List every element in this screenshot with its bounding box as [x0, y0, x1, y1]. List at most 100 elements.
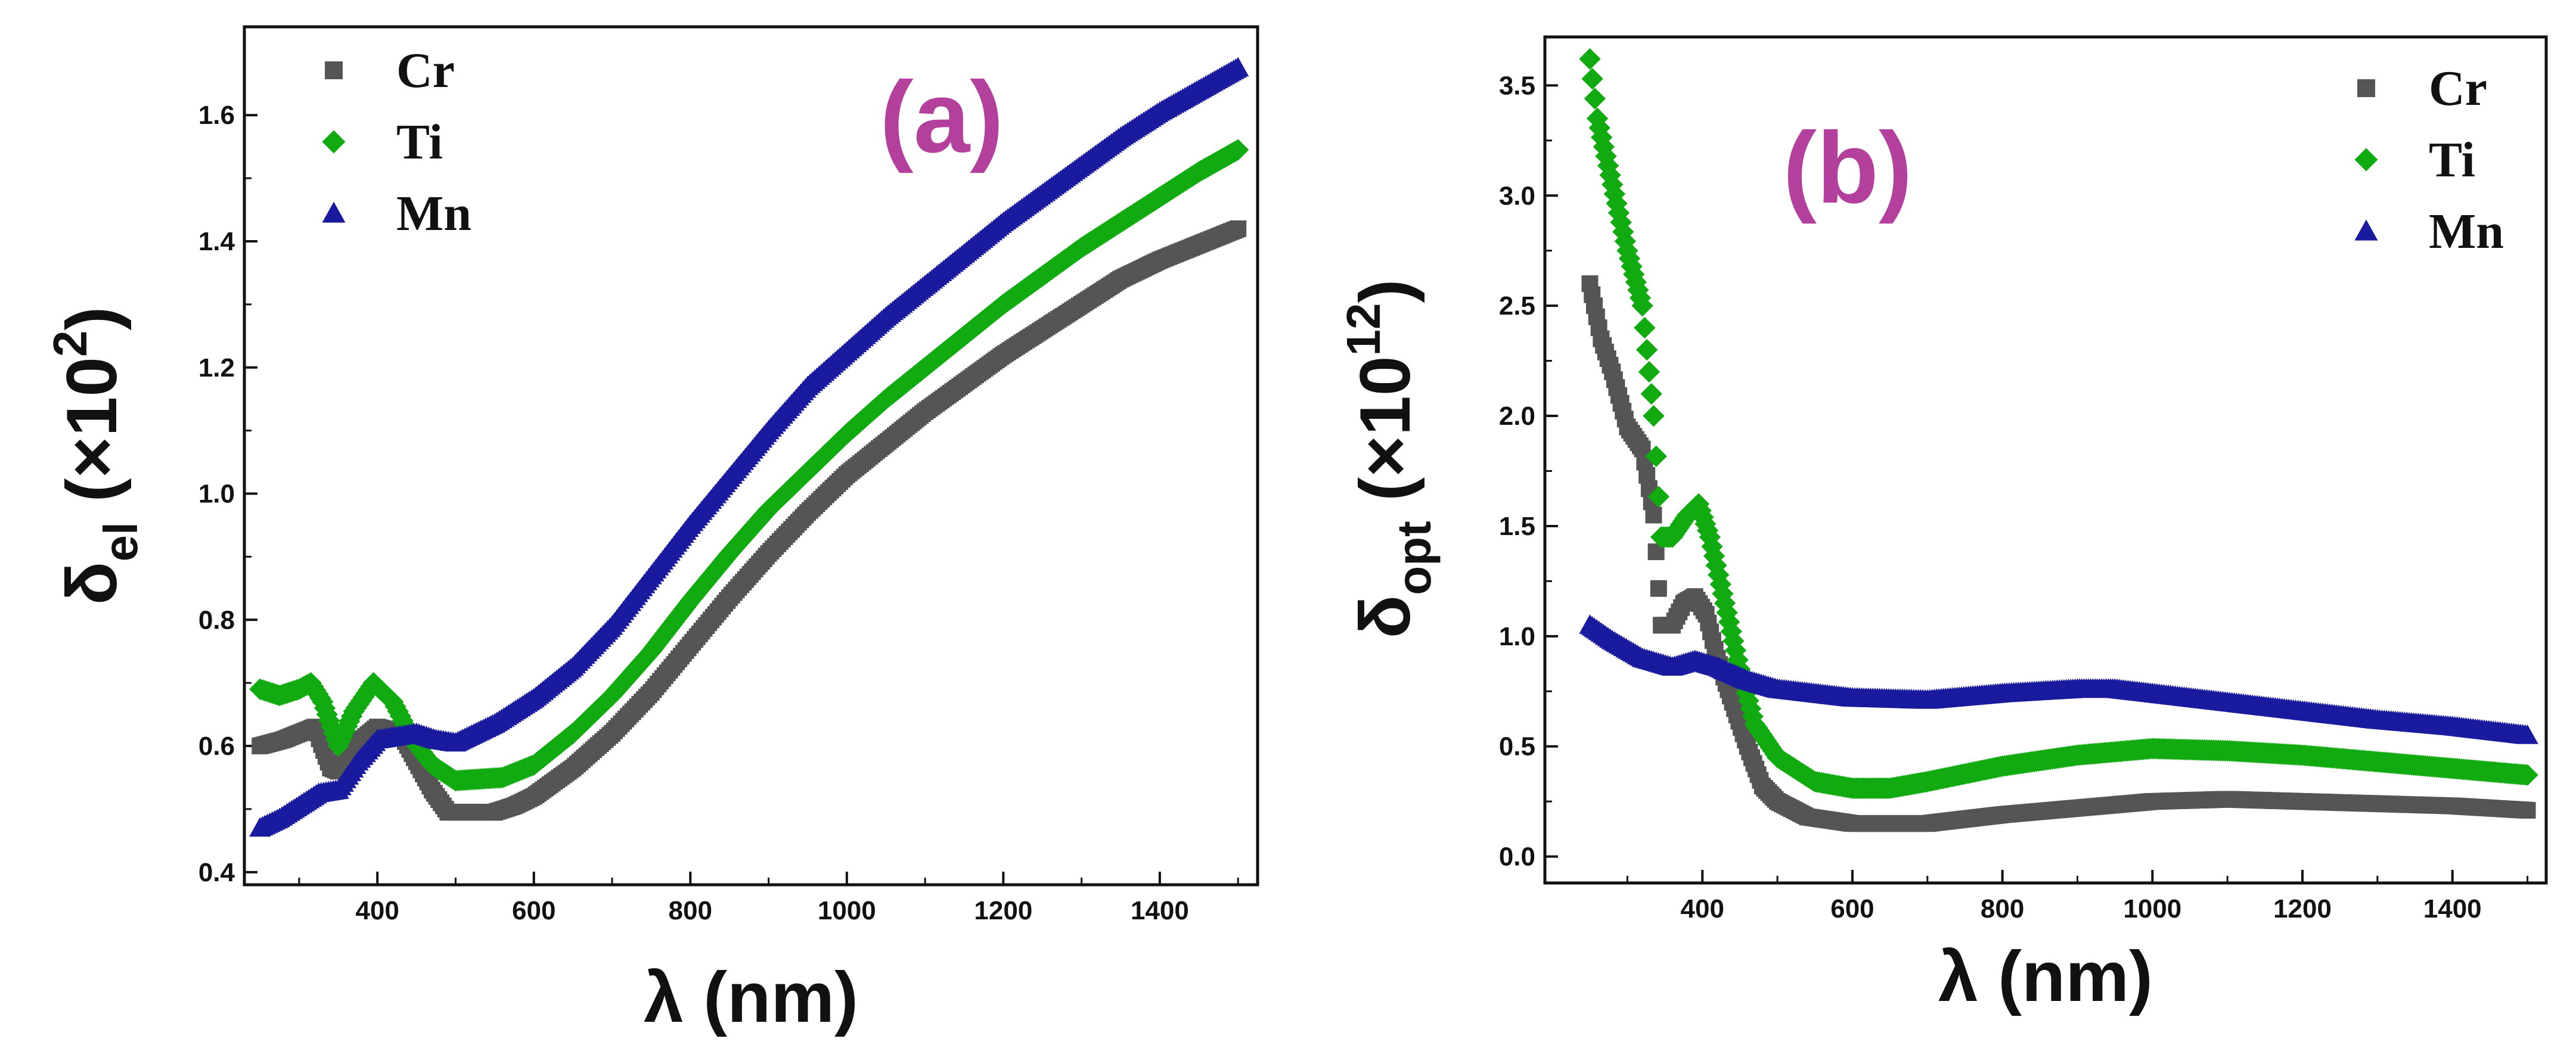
panel-b: 400 600 800 1000 1200 1400 0.0 0.5 1.0 1.5 2.0 2.5 3… [1337, 35, 2548, 1016]
panel-a: 400 600 800 1000 1200 1400 0.4 0.6 0.8 1.0 1.2 1.4 1… [44, 25, 1259, 1037]
data-point-ti [1631, 294, 1653, 317]
data-point-ti [1643, 405, 1665, 427]
y-tick-label-a: 0.4 [198, 858, 235, 887]
y-tick-label-b: 0.5 [1499, 732, 1535, 761]
legend-marker-cr [2357, 79, 2375, 97]
series-mn-a [249, 57, 1249, 837]
y-tick-label-a: 0.6 [198, 732, 235, 761]
plot-frame-b [1543, 35, 2548, 885]
x-tick-label-a: 1000 [818, 896, 876, 925]
legend-marker-ti [322, 130, 346, 154]
data-point-ti [1579, 48, 1601, 70]
data-point-cr [1638, 467, 1656, 484]
legend-label-ti: Ti [2429, 132, 2475, 188]
y-tick-label-a: 1.2 [198, 353, 235, 383]
y-axis-title-main-a: δ [52, 562, 132, 605]
legend-a: Cr Ti Mn [322, 43, 471, 241]
x-tick-label-b: 800 [1981, 894, 2024, 923]
y-tick-label-b: 2.0 [1499, 402, 1535, 431]
ticks-b: 400 600 800 1000 1200 1400 0.0 0.5 1.0 1.5 2.0 2.5 3… [1499, 71, 2529, 923]
panel-label-b: (b) [1783, 111, 1912, 225]
panel-label-a: (a) [880, 61, 1004, 174]
y-axis-title-close-a: ) [52, 307, 132, 331]
y-axis-title-main-b: δ [1345, 595, 1425, 639]
legend-label-cr: Cr [396, 43, 455, 98]
data-point-ti [1607, 202, 1630, 224]
legend-marker-mn [2354, 219, 2378, 241]
y-tick-label-a: 1.0 [198, 480, 235, 509]
data-point-ti [1724, 639, 1747, 661]
data-point-ti [1635, 338, 1658, 361]
y-axis-title-a: δel (×102) [44, 307, 147, 605]
data-point-ti [1227, 139, 1249, 161]
y-tick-label-b: 3.0 [1499, 181, 1535, 210]
x-tick-label-a: 1200 [974, 896, 1032, 925]
legend-marker-cr [325, 61, 343, 79]
legend-label-mn: Mn [396, 186, 471, 241]
y-tick-label-a: 1.4 [198, 227, 235, 256]
data-point-ti [1584, 88, 1606, 110]
y-axis-title-open-a: ( [52, 478, 132, 522]
y-axis-title-sub-b: opt [1388, 521, 1441, 595]
x-tick-label-a: 600 [512, 896, 555, 925]
y-tick-label-a: 0.8 [198, 605, 235, 635]
data-point-cr [1650, 580, 1667, 597]
data-point-ti [1699, 526, 1721, 548]
ticks-a: 400 600 800 1000 1200 1400 0.4 0.6 0.8 1.0 1.2 1.4 1… [198, 101, 1239, 925]
legend-b: Cr Ti Mn [2354, 61, 2504, 259]
x-tick-label-b: 600 [1830, 894, 1874, 923]
y-axis-title-x-b: ×10 [1345, 356, 1425, 477]
y-axis-title-sup-b: 12 [1337, 303, 1390, 356]
data-point-cr [1230, 220, 1247, 237]
y-tick-label-b: 0.0 [1499, 842, 1535, 872]
y-axis-title-sub-a: el [94, 522, 147, 562]
data-point-mn [1227, 57, 1249, 77]
data-point-cr [1634, 440, 1651, 458]
data-point-ti [1603, 183, 1626, 205]
data-point-ti [2516, 764, 2538, 786]
y-axis-title-x-a: ×10 [52, 357, 132, 478]
legend-marker-mn [322, 201, 346, 223]
data-point-ti [1581, 68, 1603, 90]
x-tick-label-b: 1000 [2123, 894, 2181, 923]
x-tick-label-a: 800 [669, 896, 712, 925]
x-tick-label-b: 1200 [2273, 894, 2332, 923]
y-axis-title-sup-a: 2 [44, 331, 97, 357]
x-tick-label-b: 1400 [2423, 894, 2482, 923]
marks-b [1579, 48, 2538, 832]
x-tick-label-b: 400 [1681, 894, 1724, 923]
y-axis-title-close-b: ) [1345, 279, 1425, 303]
y-tick-label-b: 2.5 [1499, 291, 1535, 321]
y-tick-label-a: 1.6 [198, 101, 235, 130]
legend-label-cr: Cr [2429, 61, 2487, 116]
series-ti-b [1579, 48, 2538, 800]
data-point-ti [1638, 360, 1661, 383]
x-axis-title-a: λ (nm) [644, 957, 858, 1037]
data-point-cr [2519, 801, 2536, 819]
series-mn-b [1579, 614, 2538, 744]
data-point-mn [2516, 724, 2538, 744]
x-tick-label-a: 400 [355, 896, 399, 925]
data-point-cr [1645, 506, 1662, 524]
series-ti-a [249, 139, 1249, 792]
data-point-ti [1703, 545, 1725, 567]
legend-label-mn: Mn [2429, 204, 2504, 259]
y-tick-label-b: 1.5 [1499, 512, 1535, 541]
y-axis-title-open-b: ( [1345, 477, 1425, 521]
y-tick-label-b: 3.5 [1499, 71, 1535, 100]
data-point-ti [1593, 136, 1615, 158]
y-tick-label-b: 1.0 [1499, 622, 1535, 651]
marks-a [249, 57, 1249, 837]
legend-marker-ti [2354, 148, 2378, 172]
data-point-cr [1647, 543, 1665, 561]
data-point-ti [1645, 445, 1667, 468]
data-point-ti [1640, 383, 1662, 405]
data-point-ti [1714, 592, 1736, 614]
y-axis-title-b: δopt (×1012) [1337, 279, 1441, 639]
plot-frame-a [243, 25, 1259, 887]
data-point-ti [1586, 107, 1609, 130]
legend-label-ti: Ti [396, 114, 443, 170]
data-point-ti [1634, 316, 1656, 339]
data-point-ti [1597, 154, 1619, 177]
series-cr-b [1581, 275, 2536, 832]
